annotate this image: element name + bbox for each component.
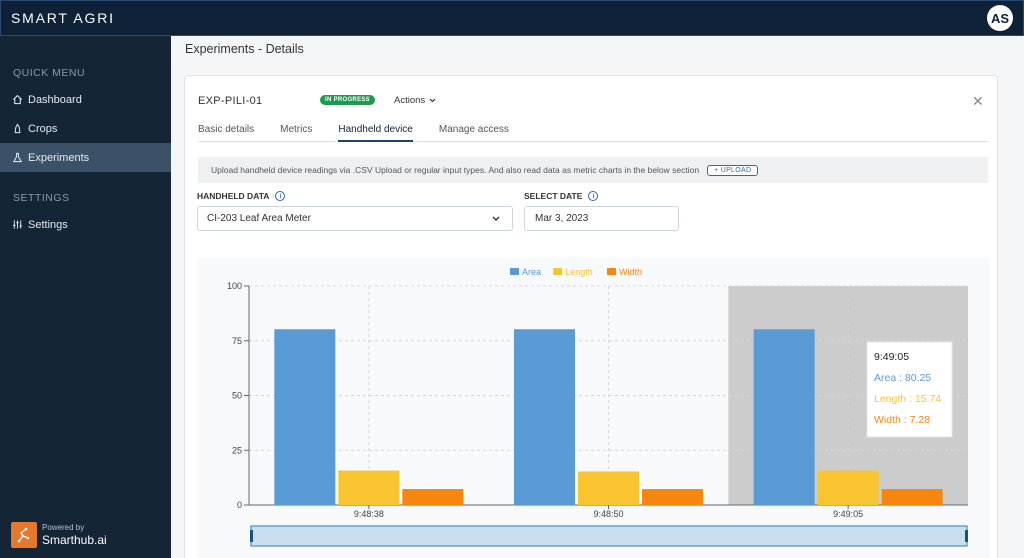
tooltip-title: 9:49:05 xyxy=(874,351,909,363)
info-icon[interactable]: i xyxy=(588,191,599,201)
y-tick-label: 0 xyxy=(237,500,242,510)
metrics-bar-chart: 0 25 50 75 100 9:48:38 9:48:50 9:49:05 Area Lengt… xyxy=(227,267,968,547)
x-tick-label: 9:48:38 xyxy=(354,509,384,519)
handheld-data-value: CI-203 Leaf Area Meter xyxy=(207,213,311,224)
handheld-data-label-text: HANDHELD DATA xyxy=(197,191,270,201)
y-tick-label: 75 xyxy=(232,336,242,346)
main-content: Experiments - Details EXP-PILI-01 IN PRO… xyxy=(171,36,1024,558)
handheld-data-select[interactable]: CI-203 Leaf Area Meter xyxy=(197,206,513,231)
bar-area[interactable] xyxy=(514,329,575,505)
legend-label-area[interactable]: Area xyxy=(522,267,541,277)
sidebar-item-dashboard[interactable]: Dashboard xyxy=(0,85,171,114)
bar-width[interactable] xyxy=(881,489,943,505)
x-tick-label: 9:48:50 xyxy=(593,509,623,519)
flask-icon xyxy=(11,152,23,164)
experiment-id: EXP-PILI-01 xyxy=(198,95,263,107)
legend-swatch xyxy=(510,268,519,275)
home-icon xyxy=(11,94,23,106)
date-input[interactable]: Mar 3, 2023 xyxy=(524,206,679,231)
smarthub-logo-icon xyxy=(11,522,37,548)
actions-label: Actions xyxy=(394,95,426,106)
tooltip-line-area: Area : 80.25 xyxy=(874,372,931,384)
powered-by-label: Powered by xyxy=(42,523,85,532)
y-tick-label: 25 xyxy=(232,445,242,455)
legend-swatch xyxy=(553,268,563,275)
info-bar: Upload handheld device readings via .CSV… xyxy=(198,157,988,183)
chevron-down-icon xyxy=(429,98,436,103)
y-tick-label: 100 xyxy=(227,281,242,291)
tab-bar: Basic details Metrics Handheld device Ma… xyxy=(198,114,988,142)
sidebar-item-label: Crops xyxy=(28,122,58,135)
sliders-icon xyxy=(11,219,23,231)
legend-label-width[interactable]: Width xyxy=(619,267,642,277)
handheld-data-label: HANDHELD DATA i xyxy=(197,191,286,201)
bar-area[interactable] xyxy=(274,329,336,505)
user-avatar[interactable]: AS xyxy=(987,5,1013,31)
chevron-down-icon xyxy=(492,216,500,221)
tooltip-line-length: Length : 15.74 xyxy=(874,393,941,405)
info-text: Upload handheld device readings via .CSV… xyxy=(211,165,700,175)
select-date-label: SELECT DATE i xyxy=(524,191,599,201)
select-date-label-text: SELECT DATE xyxy=(524,191,583,201)
sidebar-item-label: Dashboard xyxy=(28,93,82,106)
tooltip-line-width: Width : 7.28 xyxy=(874,414,930,426)
upload-button[interactable]: + UPLOAD xyxy=(707,164,759,176)
sidebar-item-settings[interactable]: Settings xyxy=(0,210,171,239)
status-badge: IN PROGRESS xyxy=(320,95,375,105)
range-slider-left-handle[interactable] xyxy=(250,530,253,542)
y-tick-label: 50 xyxy=(232,391,242,401)
bar-width[interactable] xyxy=(402,489,464,505)
range-slider[interactable] xyxy=(250,525,968,547)
actions-dropdown[interactable]: Actions xyxy=(394,95,436,106)
top-bar: SMART AGRI AS xyxy=(0,0,1024,36)
experiment-card: EXP-PILI-01 IN PROGRESS Actions ✕ Basic … xyxy=(184,75,998,558)
sidebar-item-label: Experiments xyxy=(28,151,90,164)
sidebar-item-experiments[interactable]: Experiments xyxy=(0,143,171,172)
app-brand[interactable]: SMART AGRI xyxy=(11,10,115,26)
tab-metrics[interactable]: Metrics xyxy=(280,124,313,135)
sidebar: QUICK MENU Dashboard Crops Experiments S… xyxy=(0,36,171,558)
tab-manage-access[interactable]: Manage access xyxy=(438,124,509,135)
chart-tooltip xyxy=(866,341,953,438)
x-tick-label: 9:49:05 xyxy=(833,509,863,519)
bar-width[interactable] xyxy=(642,489,703,505)
sidebar-item-label: Settings xyxy=(28,218,68,231)
quick-menu-title: QUICK MENU xyxy=(13,67,86,79)
info-icon[interactable]: i xyxy=(275,191,286,201)
powered-by-name: Smarthub.ai xyxy=(42,533,107,547)
sprout-icon xyxy=(11,123,23,135)
powered-by[interactable]: Powered by Smarthub.ai xyxy=(11,522,107,548)
bar-area[interactable] xyxy=(753,329,815,505)
legend-swatch xyxy=(607,268,616,275)
bar-length[interactable] xyxy=(338,470,400,505)
bar-length[interactable] xyxy=(817,470,879,505)
bar-length[interactable] xyxy=(578,471,639,505)
close-icon[interactable]: ✕ xyxy=(972,93,984,109)
chart-panel: 0 25 50 75 100 9:48:38 9:48:50 9:49:05 Area Lengt… xyxy=(197,258,989,558)
page-title: Experiments - Details xyxy=(185,42,304,56)
range-slider-right-handle[interactable] xyxy=(965,530,968,542)
tab-basic-details[interactable]: Basic details xyxy=(198,124,255,135)
settings-title: SETTINGS xyxy=(13,192,70,204)
sidebar-item-crops[interactable]: Crops xyxy=(0,114,171,143)
legend-label-length[interactable]: Length xyxy=(565,267,593,277)
tab-handheld-device[interactable]: Handheld device xyxy=(338,114,413,142)
